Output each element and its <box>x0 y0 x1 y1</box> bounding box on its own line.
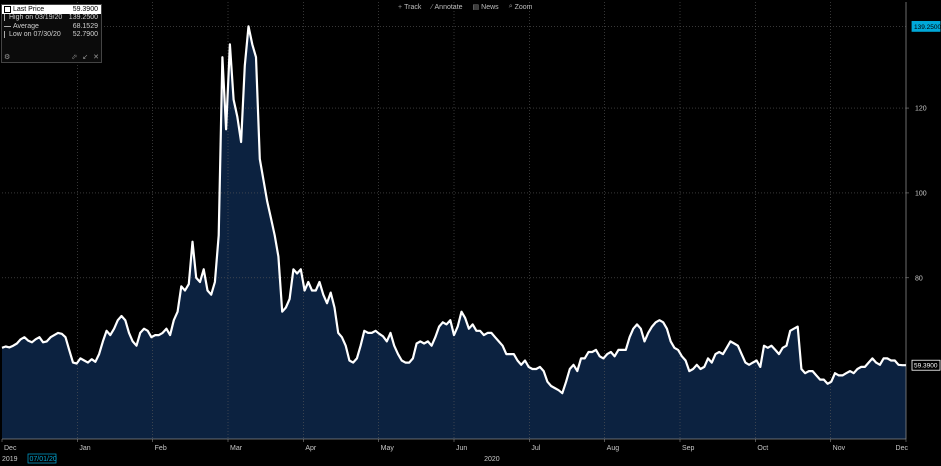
selected-date-label: 07/01/20 <box>30 456 57 463</box>
news-icon: ▤ <box>472 4 480 11</box>
y-tick-label: 120 <box>915 106 927 113</box>
gear-icon[interactable]: ⚙ <box>4 54 11 61</box>
crosshair-icon: + <box>398 3 403 11</box>
close-icon[interactable]: ✕ <box>93 54 99 61</box>
last-price-label-box <box>911 359 941 371</box>
zoom-label: Zoom <box>514 3 533 11</box>
legend-value: 68.1529 <box>72 22 98 30</box>
x-tick-label: Nov <box>833 445 846 452</box>
legend-row-high[interactable]: High on 03/19/20 139.2500 <box>2 14 101 23</box>
legend-label: High on 03/19/20 <box>9 14 63 22</box>
x-year-label: 2020 <box>484 456 500 463</box>
legend-swatch <box>4 25 11 27</box>
price-line <box>1 25 906 395</box>
legend-panel: Last Price 59.3900 High on 03/19/20 139.… <box>1 4 102 63</box>
x-tick-label: Feb <box>155 445 167 452</box>
y-tick-label: 100 <box>915 190 927 197</box>
legend-value: 59.3900 <box>72 5 98 13</box>
selected-date-box <box>27 453 57 464</box>
x-tick-label: Aug <box>607 445 620 452</box>
legend-label: Average <box>13 22 39 30</box>
chart-toolbar: + Track ⁄ Annotate ▤ News ⌕ Zoom <box>398 1 533 13</box>
legend-swatch <box>4 5 11 13</box>
legend-row-low[interactable]: Low on 07/30/20 52.7900 <box>2 31 101 40</box>
pin-icon[interactable]: ⬀ <box>71 54 78 61</box>
pencil-icon: ⁄ <box>431 3 433 11</box>
legend-label: Low on 07/30/20 <box>9 31 61 39</box>
high-value-label: 139.2500 <box>914 24 941 31</box>
annotate-label: Annotate <box>434 3 463 11</box>
x-tick-label: Dec <box>4 445 17 452</box>
x-tick-label: Jun <box>456 445 467 452</box>
magnifier-icon: ⌕ <box>508 3 513 10</box>
last-price-label: 59.3900 <box>914 363 938 370</box>
y-tick-label: 80 <box>915 275 923 282</box>
track-label: Track <box>404 3 422 11</box>
news-label: News <box>481 3 499 11</box>
zoom-button[interactable]: ⌕ Zoom <box>509 1 533 13</box>
x-tick-label: Jan <box>79 445 90 452</box>
x-tick-label: Sep <box>682 445 695 452</box>
x-tick-label: May <box>381 445 395 452</box>
legend-value: 52.7900 <box>72 31 98 39</box>
annotate-button[interactable]: ⁄ Annotate <box>431 1 462 13</box>
high-value-label-box <box>911 20 941 32</box>
track-button[interactable]: + Track <box>398 1 421 13</box>
legend-controls: ⚙ ⬀ ↙ ✕ <box>4 53 99 61</box>
legend-label: Last Price <box>13 5 45 13</box>
legend-value: 139.2500 <box>68 14 98 22</box>
x-year-label: 2019 <box>2 456 18 463</box>
x-tick-label: Mar <box>230 445 243 452</box>
legend-swatch <box>4 31 7 39</box>
x-tick-label: Dec <box>896 445 909 452</box>
legend-row-average[interactable]: Average 68.1529 <box>2 22 101 31</box>
x-tick-label: Apr <box>305 445 317 452</box>
x-tick-label: Oct <box>757 445 768 452</box>
legend-row-last-price[interactable]: Last Price 59.3900 <box>2 5 101 14</box>
collapse-icon[interactable]: ↙ <box>82 54 89 61</box>
news-button[interactable]: ▤ News <box>473 1 499 13</box>
legend-swatch <box>4 14 7 22</box>
x-tick-label: Jul <box>531 445 540 452</box>
